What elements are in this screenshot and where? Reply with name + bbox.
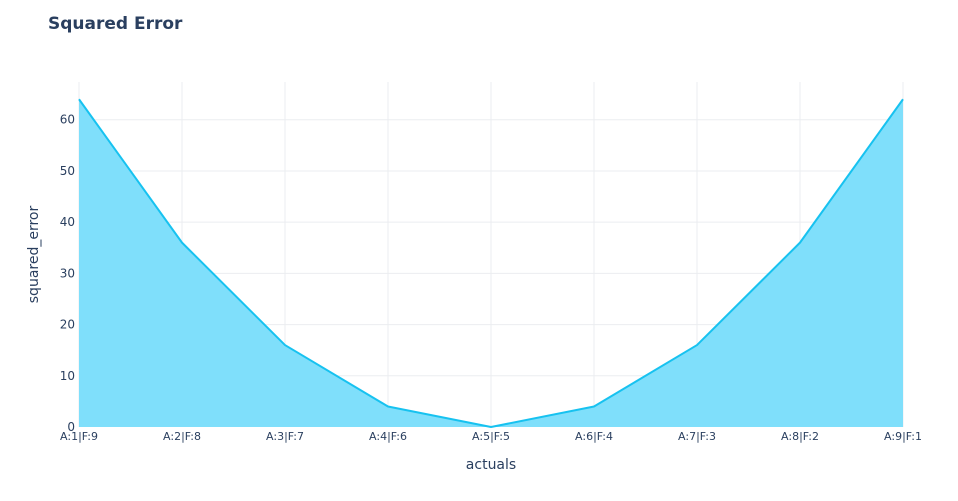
x-tick-label: A:6|F:4 — [575, 430, 613, 443]
y-axis-title: squared_error — [26, 206, 42, 304]
x-tick-label: A:7|F:3 — [678, 430, 716, 443]
y-tick-label: 50 — [60, 164, 75, 178]
x-tick-label: A:1|F:9 — [60, 430, 98, 443]
y-tick-label: 40 — [60, 215, 75, 229]
x-tick-label: A:8|F:2 — [781, 430, 819, 443]
x-tick-label: A:9|F:1 — [884, 430, 922, 443]
chart-title: Squared Error — [48, 14, 182, 34]
x-tick-label: A:2|F:8 — [163, 430, 201, 443]
y-tick-label: 10 — [60, 369, 75, 383]
x-tick-label: A:3|F:7 — [266, 430, 304, 443]
x-tick-label: A:5|F:5 — [472, 430, 510, 443]
x-axis-title: actuals — [466, 457, 516, 473]
y-tick-label: 30 — [60, 266, 75, 280]
x-tick-label: A:4|F:6 — [369, 430, 407, 443]
y-tick-label: 60 — [60, 113, 75, 127]
y-tick-label: 20 — [60, 318, 75, 332]
